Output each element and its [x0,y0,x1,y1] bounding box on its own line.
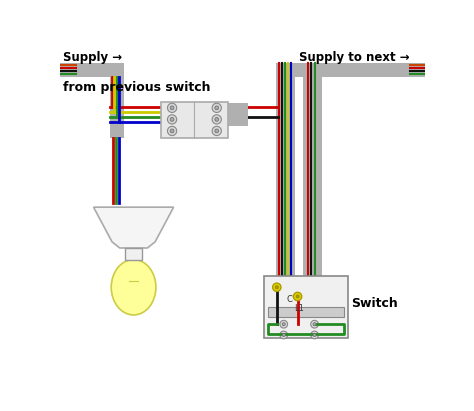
Circle shape [215,118,219,121]
Circle shape [215,129,219,133]
Polygon shape [93,207,173,248]
Circle shape [273,283,281,291]
Bar [125,248,142,260]
Circle shape [212,115,221,124]
Circle shape [167,126,177,136]
Circle shape [313,323,316,326]
Circle shape [170,118,174,121]
Bar [276,63,322,77]
Bar [110,63,124,77]
Circle shape [296,295,299,298]
Bar [110,63,124,77]
Circle shape [275,286,278,289]
Circle shape [215,106,219,110]
Circle shape [167,115,177,124]
Circle shape [282,323,285,326]
Text: Supply →: Supply → [63,51,122,64]
Bar [295,63,425,77]
Ellipse shape [111,259,156,315]
Circle shape [310,331,319,339]
Circle shape [310,320,319,328]
Text: Switch: Switch [352,297,398,310]
Bar [161,102,228,138]
Bar [264,277,347,338]
Circle shape [212,103,221,113]
Bar [276,63,295,288]
Bar [303,63,322,288]
Circle shape [313,333,316,337]
Circle shape [282,333,285,337]
Bar [110,63,124,138]
Circle shape [280,320,288,328]
Bar [60,63,124,77]
Circle shape [170,129,174,133]
Bar [228,103,247,126]
Text: from previous switch: from previous switch [63,81,210,94]
Circle shape [293,292,302,301]
Circle shape [280,331,288,339]
Circle shape [212,126,221,136]
Bar [268,307,344,316]
Text: C: C [286,295,292,304]
Circle shape [167,103,177,113]
Circle shape [170,106,174,110]
Text: Supply to next →: Supply to next → [299,51,410,64]
Text: L1: L1 [294,304,304,313]
